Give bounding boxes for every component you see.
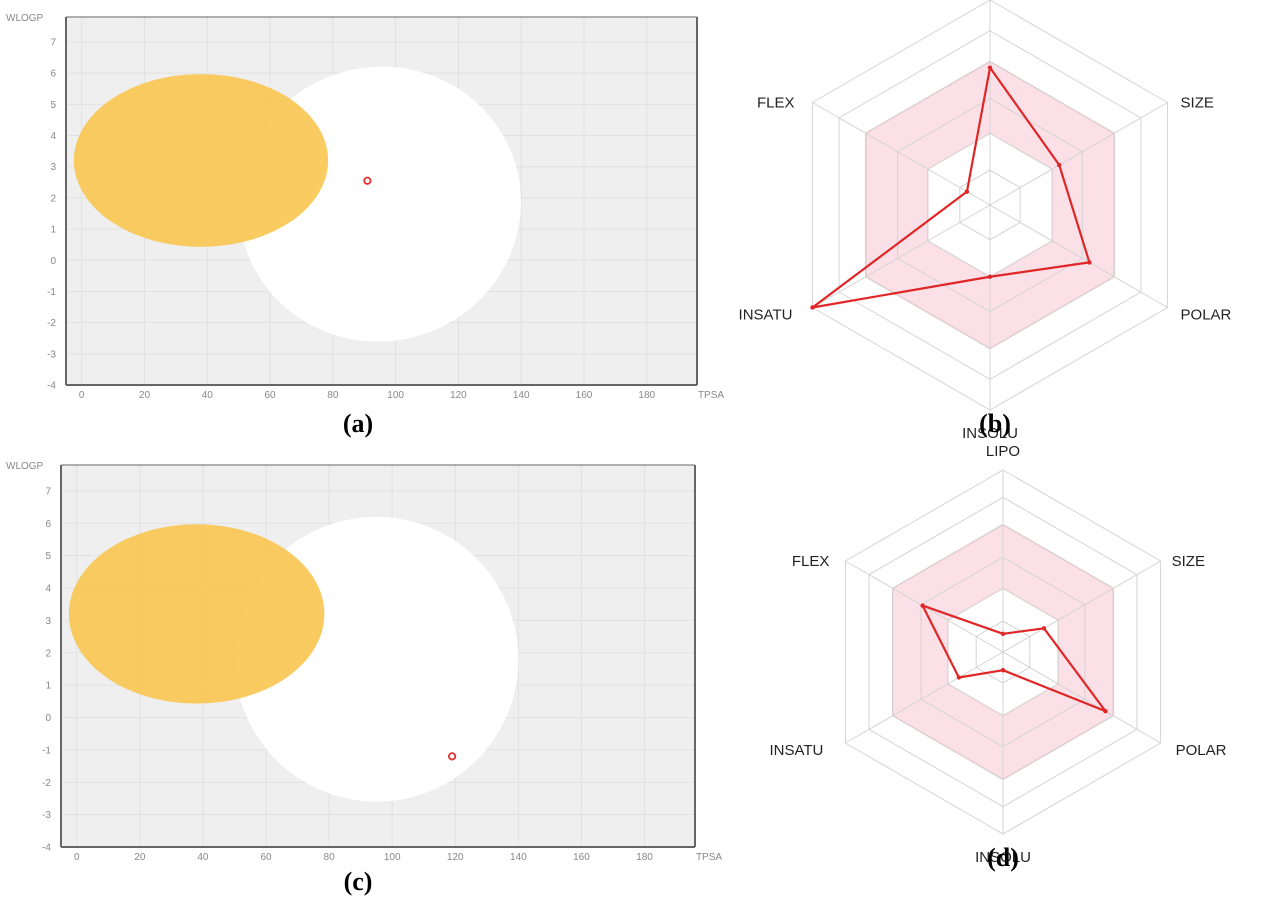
radar-point: [1057, 162, 1062, 168]
radar-point: [1041, 626, 1047, 631]
radar-axis-label: INSOLU: [962, 425, 1018, 442]
radar-point: [1087, 260, 1092, 265]
radar-spoke: [812, 204, 991, 308]
panel-c-label: (c): [344, 867, 373, 896]
radar-point: [1000, 668, 1006, 673]
radar-axis-label: SIZE: [1172, 553, 1205, 570]
x-tick-label: 40: [202, 390, 214, 401]
radar-point: [920, 603, 925, 608]
y-tick-label: 1: [45, 681, 51, 692]
x-tick-label: 100: [384, 852, 401, 863]
x-tick-label: 0: [79, 390, 85, 401]
y-tick-label: 5: [50, 100, 56, 111]
x-tick-label: 140: [510, 852, 527, 863]
radar-point: [987, 65, 993, 70]
y-tick-label: 2: [50, 193, 56, 204]
y-tick-label: 3: [50, 162, 56, 173]
x-tick-label: 140: [513, 390, 530, 401]
radar-axis-label: POLAR: [1176, 742, 1227, 759]
panel-d-label: (d): [987, 843, 1019, 872]
y-tick-label: -2: [42, 778, 51, 789]
y-axis-label: WLOGP: [6, 461, 44, 472]
x-tick-label: 80: [324, 852, 336, 863]
optimal-range-band: [892, 524, 1114, 780]
y-tick-label: 4: [45, 584, 51, 595]
y-tick-label: -1: [42, 745, 51, 756]
optimal-range-band: [865, 61, 1115, 349]
x-tick-label: 160: [573, 852, 590, 863]
y-tick-label: 5: [45, 551, 51, 562]
y-tick-label: 0: [45, 713, 51, 724]
y-tick-label: -4: [42, 843, 51, 854]
radar-spoke: [989, 102, 1168, 206]
panel-a-label: (a): [343, 409, 373, 438]
radar-axis-label: INSOLU: [975, 849, 1031, 866]
radar-axis-label: POLAR: [1181, 307, 1232, 324]
radar-point: [1000, 631, 1006, 636]
x-tick-label: 0: [74, 852, 80, 863]
y-tick-label: 2: [45, 648, 51, 659]
radar-spoke: [845, 651, 1004, 744]
x-axis-label: TPSA: [696, 852, 722, 863]
yolk-region: [73, 74, 329, 247]
x-tick-label: 120: [447, 852, 464, 863]
y-tick-label: 7: [45, 486, 51, 497]
radar-axis-label: INSATU: [769, 742, 823, 759]
x-tick-label: 180: [636, 852, 653, 863]
panel-b-label: (b): [979, 409, 1011, 438]
radar-spoke: [1002, 651, 1161, 744]
radar-axis-label: SIZE: [1181, 95, 1214, 112]
y-tick-label: 0: [50, 256, 56, 267]
y-tick-label: 7: [50, 37, 56, 48]
data-point: [363, 176, 372, 185]
y-tick-label: 6: [50, 69, 56, 80]
y-tick-label: 6: [45, 519, 51, 530]
x-tick-label: 60: [260, 852, 272, 863]
panel-a-scatter: 0 20 40 60 80 100 120 140 160 180 -4 -3 -2 -1 0 1 2 3 4 5 6 7…: [6, 13, 724, 401]
x-tick-label: 120: [450, 390, 467, 401]
x-tick-label: 60: [264, 390, 276, 401]
radar-point: [956, 675, 962, 680]
x-tick-label: 40: [197, 852, 209, 863]
radar-axis-label: INSATU: [739, 307, 793, 324]
y-axis-label: WLOGP: [6, 13, 44, 24]
y-tick-label: -1: [47, 287, 56, 298]
x-tick-label: 20: [139, 390, 151, 401]
radar-axis-label: FLEX: [757, 95, 795, 112]
y-tick-label: 4: [50, 131, 56, 142]
radar-spoke: [1002, 560, 1161, 653]
x-tick-label: 160: [576, 390, 593, 401]
radar-point: [810, 305, 815, 310]
y-tick-label: 3: [45, 616, 51, 627]
radar-spoke: [812, 102, 991, 206]
radar-spoke: [989, 204, 1168, 308]
y-tick-label: -2: [47, 318, 56, 329]
y-tick-label: -3: [47, 349, 56, 360]
x-tick-label: 80: [327, 390, 339, 401]
x-tick-label: 180: [638, 390, 655, 401]
radar-point: [1103, 708, 1108, 714]
x-axis-label: TPSA: [698, 390, 724, 401]
radar-point: [987, 274, 993, 279]
x-tick-label: 100: [387, 390, 404, 401]
y-tick-label: -3: [42, 810, 51, 821]
y-tick-label: -4: [47, 381, 56, 392]
radar-axis-label: LIPO: [986, 443, 1020, 460]
yolk-region: [68, 524, 325, 704]
radar-point: [964, 189, 970, 194]
x-tick-label: 20: [134, 852, 146, 863]
data-point: [448, 752, 457, 761]
panel-c-scatter: 0 20 40 60 80 100 120 140 160 180 -4 -3 -2 -1 0 1 2 3 4 5 6 7…: [6, 461, 722, 863]
panel-d-radar: LIPO SIZE POLAR INSOLU INSATU FLEX: [769, 443, 1226, 866]
radar-axis-label: FLEX: [792, 553, 830, 570]
y-tick-label: 1: [50, 225, 56, 236]
